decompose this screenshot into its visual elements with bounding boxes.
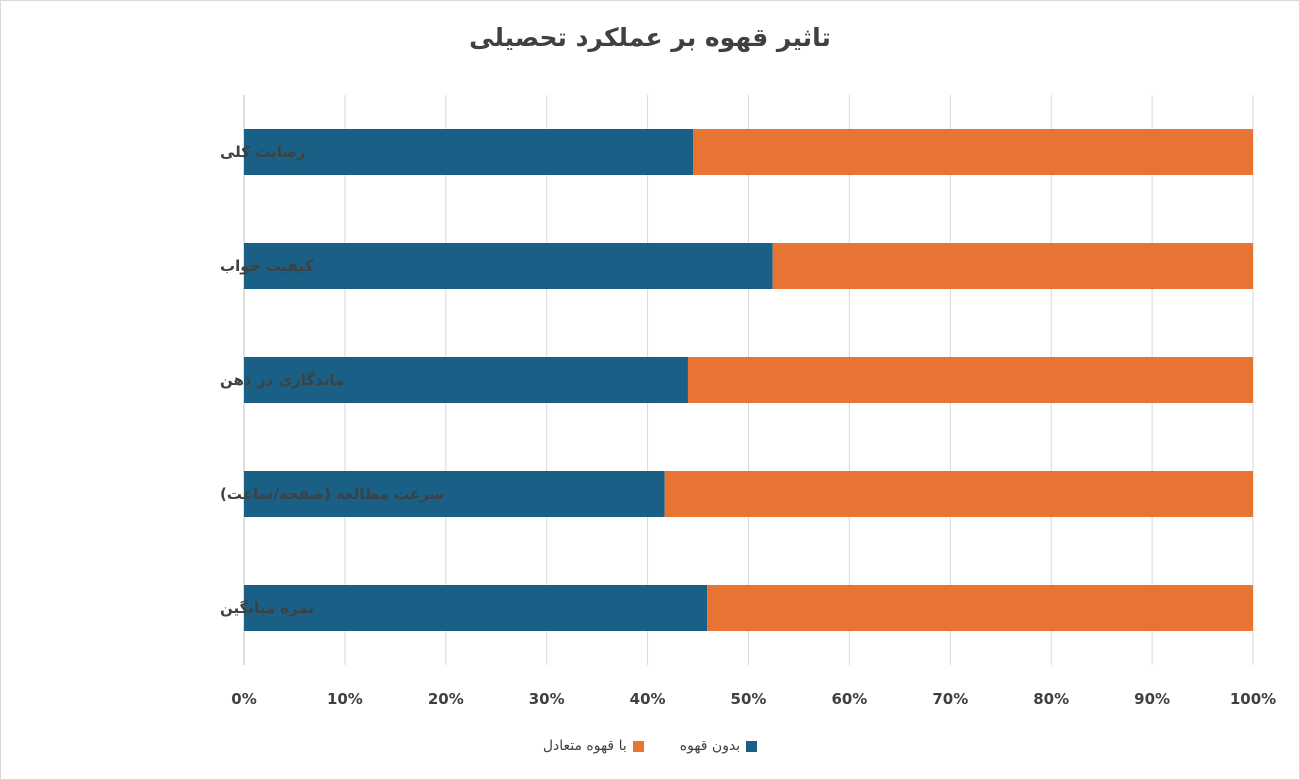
- legend-swatch-series-1: [632, 740, 644, 752]
- legend-item-series-0: بدون قهوه: [679, 738, 758, 754]
- x-tick-label: 100%: [1230, 690, 1276, 708]
- x-tick-label: 60%: [831, 690, 867, 708]
- x-tick-label: 50%: [731, 690, 767, 708]
- x-tick-label: 30%: [529, 690, 565, 708]
- bar-segment-series-1: [693, 129, 1253, 175]
- x-tick-label: 80%: [1033, 690, 1069, 708]
- category-label: ماندگاری در ذهن: [220, 371, 344, 389]
- legend-swatch-series-0: [746, 740, 758, 752]
- bar-segment-series-0: [244, 129, 694, 175]
- x-tick-label: 20%: [428, 690, 464, 708]
- legend-label-series-1: با قهوه متعادل: [542, 738, 627, 754]
- x-tick-label: 40%: [630, 690, 666, 708]
- bar-segment-series-1: [772, 243, 1253, 289]
- category-label: رضایت کلی: [220, 143, 306, 161]
- legend-label-series-0: بدون قهوه: [679, 738, 741, 754]
- category-label: کیفیت خواب: [220, 257, 314, 275]
- chart-title: تاثیر قهوه بر عملکرد تحصیلی: [469, 23, 831, 52]
- bar-segment-series-0: [244, 243, 773, 289]
- legend-item-series-1: با قهوه متعادل: [543, 738, 644, 754]
- bar-segment-series-0: [244, 471, 665, 517]
- x-tick-label: 0%: [231, 690, 256, 708]
- legend: بدون قهوه با قهوه متعادل: [1, 738, 1299, 754]
- bar-segment-series-1: [687, 357, 1253, 403]
- category-label: نمره میانگین: [220, 599, 314, 617]
- bar-segment-series-0: [244, 585, 708, 631]
- bar-segment-series-0: [244, 357, 688, 403]
- x-tick-label: 70%: [932, 690, 968, 708]
- bar-segment-series-1: [664, 471, 1253, 517]
- category-label: سرعت مطالعه (صفحه/ساعت): [220, 485, 444, 503]
- x-tick-label: 90%: [1134, 690, 1170, 708]
- x-tick-label: 10%: [327, 690, 363, 708]
- bar-segment-series-1: [707, 585, 1253, 631]
